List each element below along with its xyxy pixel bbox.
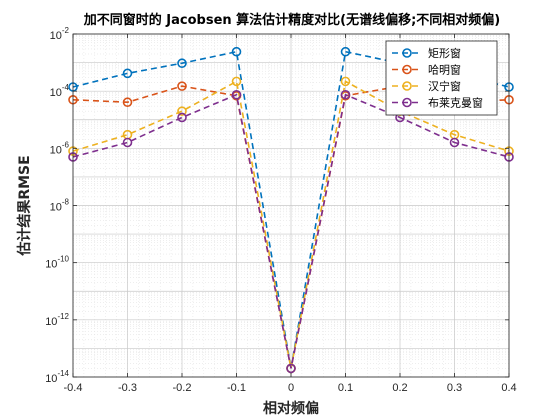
legend-label: 汉宁窗: [428, 79, 461, 93]
data-point: [340, 89, 351, 100]
legend-item: 汉宁窗: [392, 79, 461, 93]
y-tick-label: 10-6: [50, 140, 70, 156]
x-tick-label: 0.3: [447, 382, 462, 394]
y-tick-label: 10-2: [50, 26, 70, 42]
data-point: [231, 46, 242, 57]
data-point: [231, 89, 242, 100]
x-tick-label: 0.2: [392, 382, 407, 394]
data-point: [177, 106, 187, 116]
legend-marker: [402, 48, 412, 58]
y-tick-label: 10-12: [45, 312, 69, 328]
data-point: [122, 97, 133, 108]
legend-marker: [402, 64, 412, 75]
series-line: [72, 93, 510, 369]
y-tick-label: 10-14: [45, 369, 69, 385]
data-point: [177, 58, 187, 69]
data-point: [449, 137, 460, 148]
data-point: [286, 363, 296, 374]
legend-item: 矩形窗: [392, 46, 461, 60]
chart-title: 加不同窗时的 Jacobsen 算法估计精度对比(无谱线偏移;不同相对频偏): [83, 12, 501, 28]
x-tick-label: -0.2: [173, 382, 192, 394]
x-tick-label: -0.3: [118, 382, 137, 394]
data-point: [177, 81, 187, 91]
x-tick-label: -0.1: [227, 382, 246, 394]
data-point: [177, 112, 187, 123]
x-tick-label: 0.4: [501, 382, 516, 394]
y-tick-label: 10-8: [50, 198, 70, 214]
data-point: [122, 68, 133, 79]
x-tick-label: 0.1: [338, 382, 353, 394]
legend-marker: [402, 97, 412, 108]
legend-item: 布莱克曼窗: [392, 96, 483, 110]
data-point: [340, 76, 351, 87]
data-point: [340, 46, 351, 57]
legend-label: 哈明窗: [428, 63, 461, 77]
x-axis-title: 相对频偏: [263, 400, 319, 417]
legend-item: 哈明窗: [392, 63, 461, 77]
y-tick-label: 10-10: [45, 255, 69, 271]
y-tick-label: 10-4: [50, 83, 70, 99]
legend-label: 矩形窗: [428, 46, 461, 60]
legend-marker: [402, 81, 412, 91]
legend-label: 布莱克曼窗: [428, 96, 483, 110]
x-tick-label: -0.4: [64, 382, 83, 394]
y-axis-title: 估计结果RMSE: [16, 155, 33, 256]
x-tick-label: 0: [288, 382, 294, 394]
axis-ticks: -0.4 -0.3 -0.2 -0.1 0 0.1 0.2 0.3 0.4 10-14 10-12 1…: [45, 26, 516, 394]
data-point: [122, 137, 133, 148]
data-point: [231, 76, 242, 87]
